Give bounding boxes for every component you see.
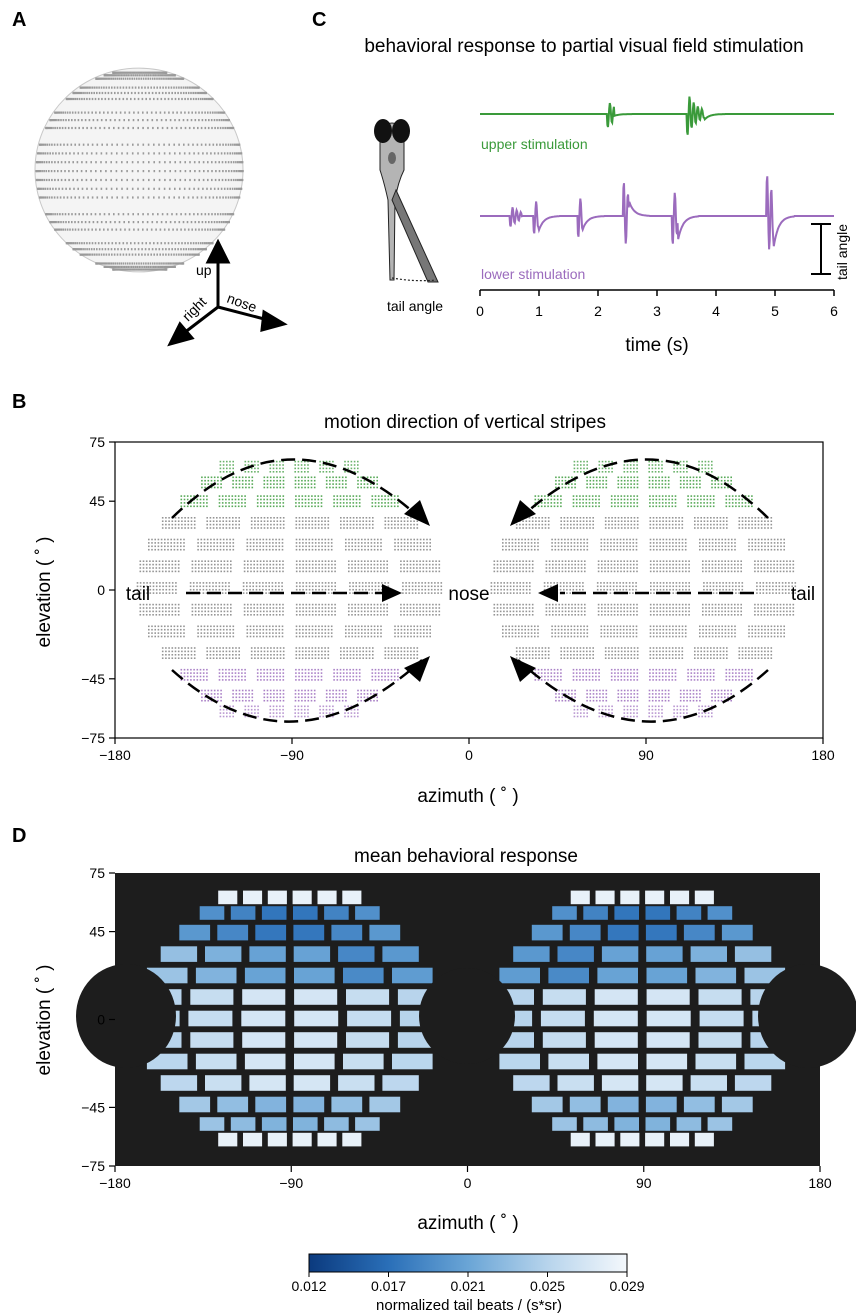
xtick-label: 90 <box>636 1175 652 1191</box>
lower-stimulation-trace <box>480 176 834 250</box>
upper-stimulation-trace <box>480 96 834 135</box>
colorbar-label: normalized tail beats / (s*sr) <box>376 1297 562 1314</box>
xtick-label: 90 <box>638 747 654 763</box>
panel-c-xtick-label: 0 <box>476 303 484 319</box>
larva-illustration <box>374 119 439 283</box>
panel-d-letter: D <box>12 825 26 847</box>
xtick-label: −90 <box>279 1175 303 1191</box>
panel-c-x-axis: 0 1 2 3 4 5 6 <box>476 289 838 319</box>
colorbar-tick-label: 0.017 <box>371 1278 406 1294</box>
panel-b-stripe-patches <box>136 460 797 718</box>
panel-a-letter: A <box>12 9 26 31</box>
ytick-label: 45 <box>89 924 105 940</box>
panel-c-xtick-label: 5 <box>771 303 779 319</box>
xtick-label: −180 <box>99 747 131 763</box>
panel-b-axes: −180 −90 0 90 180 75 45 0 −45 −75 <box>81 434 835 763</box>
colorbar-tick-label: 0.029 <box>609 1278 644 1294</box>
colorbar-tick-label: 0.025 <box>530 1278 565 1294</box>
panel-c-title: behavioral response to partial visual fi… <box>364 36 803 57</box>
colorbar <box>308 1253 628 1273</box>
xtick-label: 180 <box>808 1175 832 1191</box>
colorbar-ticks: 0.012 0.017 0.021 0.025 0.029 <box>291 1272 645 1294</box>
panel-c-xtick-label: 3 <box>653 303 661 319</box>
scalebar-label: tail angle <box>834 224 850 280</box>
axis-right-label: right <box>179 293 210 324</box>
tail-right-label: tail <box>791 584 815 605</box>
sphere-stimulus-dots <box>35 71 244 271</box>
ytick-label: 0 <box>97 582 105 598</box>
panel-b-frame <box>114 441 824 739</box>
lower-stimulation-label: lower stimulation <box>481 266 585 282</box>
panel-b-xlabel: azimuth ( ˚ ) <box>417 786 518 807</box>
panel-d-title: mean behavioral response <box>354 846 578 867</box>
panel-d-blind-spots <box>76 964 856 1068</box>
orientation-axes <box>167 238 288 347</box>
axis-up-label: up <box>196 262 212 278</box>
tail-angle-scalebar <box>811 223 831 275</box>
ytick-label: −45 <box>81 1099 105 1115</box>
ytick-label: 0 <box>97 1012 105 1028</box>
xtick-label: −180 <box>99 1175 131 1191</box>
panel-d-axes: −180 −90 0 90 180 75 45 0 −45 −75 <box>81 865 832 1191</box>
panel-c-xtick-label: 1 <box>535 303 543 319</box>
ytick-label: 75 <box>89 865 105 881</box>
fish-tail-angle-label: tail angle <box>387 298 443 314</box>
panel-c-xtick-label: 6 <box>830 303 838 319</box>
upper-stimulation-label: upper stimulation <box>481 136 588 152</box>
ytick-label: 45 <box>89 493 105 509</box>
motion-arrows <box>171 458 769 723</box>
stimulus-sphere <box>34 67 244 273</box>
panel-c-xtick-label: 4 <box>712 303 720 319</box>
tail-left-label: tail <box>126 584 150 605</box>
xtick-label: 0 <box>465 747 473 763</box>
xtick-label: 180 <box>811 747 835 763</box>
nose-label: nose <box>448 584 489 605</box>
colorbar-tick-label: 0.021 <box>450 1278 485 1294</box>
panel-c-xtick-label: 2 <box>594 303 602 319</box>
panel-c-xlabel: time (s) <box>625 335 688 356</box>
ytick-label: −75 <box>81 1158 105 1174</box>
panel-d-ylabel: elevation ( ˚ ) <box>34 965 55 1076</box>
xtick-label: −90 <box>280 747 304 763</box>
xtick-label: 0 <box>464 1175 472 1191</box>
panel-b-title: motion direction of vertical stripes <box>324 412 606 433</box>
panel-d-xlabel: azimuth ( ˚ ) <box>417 1213 518 1234</box>
ytick-label: 75 <box>89 434 105 450</box>
colorbar-tick-label: 0.012 <box>291 1278 326 1294</box>
ytick-label: −75 <box>81 730 105 746</box>
ytick-label: −45 <box>81 671 105 687</box>
panel-b-ylabel: elevation ( ˚ ) <box>34 537 55 648</box>
panel-c-letter: C <box>312 9 326 31</box>
arrow-heads <box>382 500 558 682</box>
panel-b-letter: B <box>12 391 26 413</box>
